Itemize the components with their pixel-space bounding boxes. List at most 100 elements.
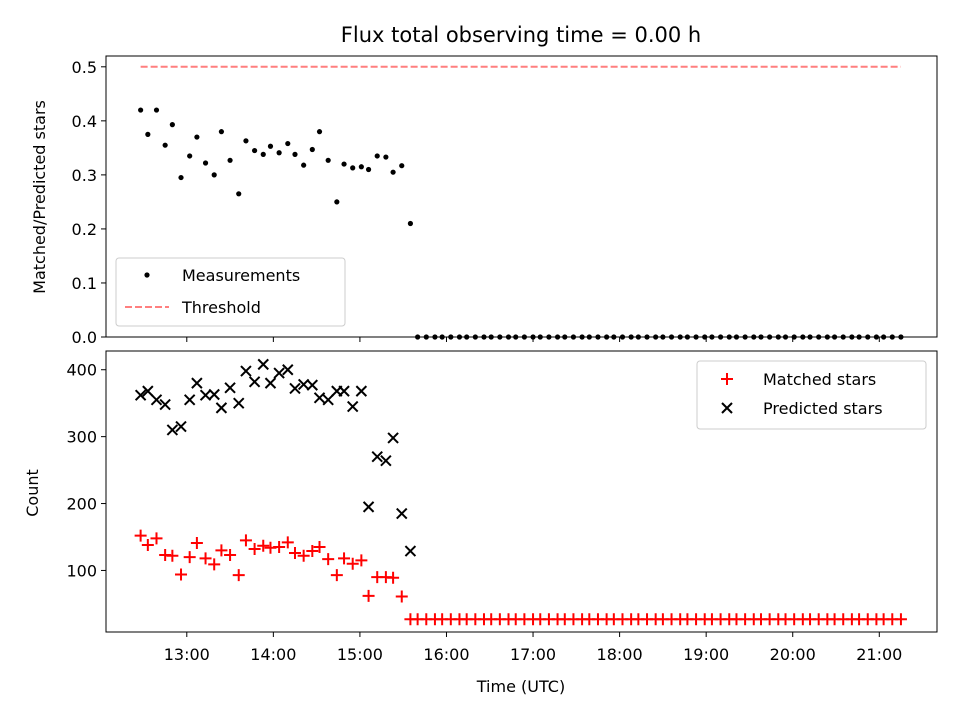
measurement-point	[267, 143, 274, 149]
measurement-point	[194, 134, 200, 140]
predicted-stars-point	[175, 420, 187, 433]
top-y-tick-label: 0.0	[72, 328, 97, 347]
measurement-point	[309, 146, 315, 153]
predicted-stars-point	[142, 385, 154, 397]
matched-stars-point	[387, 571, 400, 584]
top-y-tick-label: 0.3	[72, 166, 97, 185]
matched-stars-point	[338, 552, 351, 565]
measurement-point	[358, 164, 364, 170]
measurement-point	[243, 138, 249, 144]
legend-predicted-label: Predicted stars	[763, 399, 883, 418]
matched-stars-point	[224, 549, 237, 562]
measurement-point	[316, 129, 323, 135]
legend-measurements-label: Measurements	[182, 266, 300, 285]
predicted-stars-point	[208, 388, 220, 401]
matched-stars-point	[257, 539, 270, 552]
predicted-stars-point	[355, 385, 368, 397]
x-tick-label: 13:00	[164, 645, 210, 664]
top-legend-box	[115, 257, 346, 327]
measurement-point	[350, 165, 356, 171]
x-tick-label: 16:00	[423, 645, 469, 664]
matched-stars-point	[208, 558, 221, 571]
predicted-stars-point	[264, 377, 277, 389]
measurement-point	[365, 166, 372, 173]
measurement-point	[169, 122, 175, 128]
measurement-point	[260, 151, 266, 157]
bottom-legend-box	[696, 360, 927, 430]
matched-stars-point	[239, 534, 252, 547]
measurement-point	[334, 199, 340, 205]
matched-stars-point	[199, 552, 212, 565]
bottom-y-tick-label: 300	[66, 428, 97, 447]
predicted-stars-point	[346, 400, 359, 413]
measurement-point	[236, 191, 242, 197]
measurement-point	[162, 142, 168, 148]
matched-stars-point	[362, 589, 375, 602]
predicted-stars-point	[313, 392, 326, 404]
matched-stars-point	[190, 537, 203, 550]
predicted-stars-point	[257, 358, 269, 371]
matched-stars-point	[306, 545, 319, 558]
predicted-stars-point	[159, 398, 171, 411]
predicted-stars-point	[396, 507, 408, 520]
predicted-stars-point	[322, 394, 334, 406]
matched-stars-point	[134, 529, 147, 542]
bottom-y-tick-label: 200	[66, 495, 97, 514]
x-tick-label: 20:00	[770, 645, 816, 664]
bottom-panel-legend: Matched stars Predicted stars	[696, 360, 927, 430]
predicted-stars-point	[233, 397, 245, 409]
top-y-tick-label: 0.5	[72, 58, 97, 77]
legend-predicted-marker	[721, 402, 733, 414]
top-panel-legend: Measurements Threshold	[115, 257, 346, 327]
measurement-point	[390, 169, 396, 175]
matched-stars-point	[297, 549, 310, 562]
top-y-tick-label: 0.1	[72, 274, 97, 293]
predicted-stars-point	[371, 451, 383, 463]
matched-stars-point	[183, 551, 196, 564]
measurement-point	[341, 161, 347, 167]
predicted-stars-point	[240, 365, 252, 377]
bottom-panel-frame	[105, 350, 938, 633]
top-panel-ylabel: Matched/Predicted stars	[30, 100, 49, 294]
predicted-stars-point	[362, 501, 375, 513]
matched-stars-point	[288, 547, 301, 560]
top-panel-frame	[105, 55, 938, 338]
matched-stars-point	[150, 532, 163, 545]
legend-matched-label: Matched stars	[763, 370, 876, 389]
predicted-stars-point	[282, 364, 294, 376]
measurement-point	[178, 174, 184, 181]
predicted-stars-point	[380, 455, 392, 467]
predicted-stars-point	[289, 382, 301, 395]
x-tick-label: 14:00	[250, 645, 296, 664]
x-tick-label: 18:00	[597, 645, 643, 664]
predicted-stars-point	[387, 432, 399, 444]
matched-stars-point	[894, 613, 907, 626]
measurement-point	[292, 151, 298, 157]
measurement-point	[145, 131, 151, 137]
bottom-panel-x-ticks: 13:00 14:00 15:00 16:00 17:00 18:00 19:00 20:00…	[164, 632, 902, 664]
measurement-point	[251, 147, 258, 154]
top-panel-y-ticks: 0.0 0.1 0.2 0.3 0.4 0.5	[72, 58, 106, 347]
matched-stars-point	[248, 543, 261, 556]
matched-stars-point	[166, 549, 179, 562]
measurement-point	[399, 163, 405, 169]
x-axis-label: Time (UTC)	[476, 677, 565, 696]
measurement-point	[301, 162, 307, 168]
matched-stars-point	[273, 541, 286, 554]
measurement-point	[407, 220, 414, 227]
predicted-stars-point	[248, 376, 261, 388]
top-panel: Matched/Predicted stars 0.00.10.20.30.40…	[30, 55, 938, 347]
predicted-stars-point	[306, 379, 319, 391]
bottom-y-tick-label: 100	[66, 561, 97, 580]
matched-stars-point	[322, 553, 335, 566]
matched-stars-point	[232, 569, 245, 582]
measurement-point	[285, 140, 291, 147]
predicted-stars-point	[191, 377, 203, 389]
predicted-stars-point	[273, 367, 285, 379]
legend-measurements-marker	[144, 272, 150, 278]
matched-stars-point	[175, 568, 188, 581]
predicted-stars-point	[134, 389, 147, 401]
matched-stars-point	[141, 539, 154, 552]
